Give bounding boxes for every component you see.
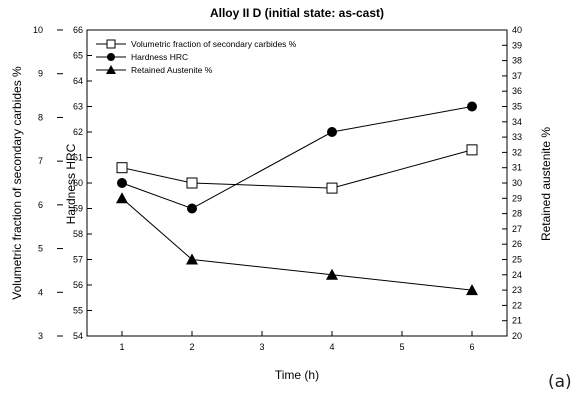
time-axis: 1 2 3 4 5 6 [119, 331, 475, 352]
legend-label: Volumetric fraction of secondary carbide… [131, 39, 297, 49]
austenite-series-line [121, 197, 473, 291]
hardness-tick-label: 64 [73, 76, 83, 86]
carbides-tick-label: 8 [38, 112, 43, 122]
austenite-series [116, 192, 478, 296]
austenite-tick-label: 34 [512, 117, 522, 127]
austenite-tick-label: 35 [512, 102, 522, 112]
austenite-tick-label: 20 [512, 331, 522, 341]
hardness-tick-label: 55 [73, 306, 83, 316]
plot-frame [86, 29, 508, 337]
legend-item-carbides: Volumetric fraction of secondary carbide… [96, 39, 297, 49]
austenite-tick-label: 22 [512, 300, 522, 310]
austenite-tick-label: 30 [512, 178, 522, 188]
austenite-tick-label: 28 [512, 209, 522, 219]
carbides-axis-label: Volumetric fraction of secondary carbide… [10, 66, 24, 300]
carbides-axis: 3 4 5 6 7 8 9 10 [33, 25, 63, 341]
chart-title: Alloy II D (initial state: as-cast) [210, 6, 384, 20]
x-tick-label: 4 [329, 342, 334, 352]
x-tick-label: 6 [469, 342, 474, 352]
austenite-series-point [466, 284, 478, 296]
austenite-series-point [186, 253, 198, 265]
hardness-axis: 54 55 56 57 58 59 60 61 62 63 64 65 66 [73, 25, 92, 341]
legend-marker [106, 39, 116, 49]
carbides-tick-label: 4 [38, 287, 43, 297]
austenite-axis: 20 21 22 23 24 25 26 27 28 29 30 31 32 33 34 35 36 37 38 39… [502, 25, 522, 341]
hardness-tick-label: 57 [73, 255, 83, 265]
austenite-tick-label: 27 [512, 224, 522, 234]
hardness-tick-label: 65 [73, 51, 83, 61]
hardness-series-line [121, 106, 473, 210]
hardness-tick-label: 66 [73, 25, 83, 35]
hardness-tick-label: 60 [73, 178, 83, 188]
hardness-tick-label: 59 [73, 204, 83, 214]
hardness-tick-label: 63 [73, 102, 83, 112]
austenite-tick-label: 21 [512, 316, 522, 326]
austenite-tick-label: 36 [512, 86, 522, 96]
carbides-tick-label: 7 [38, 156, 43, 166]
austenite-tick-label: 37 [512, 71, 522, 81]
carbides-series-point [326, 182, 338, 194]
carbides-tick-label: 9 [38, 69, 43, 79]
hardness-tick-label: 62 [73, 127, 83, 137]
austenite-tick-label: 29 [512, 193, 522, 203]
carbides-tick-label: 5 [38, 244, 43, 254]
austenite-series-point [326, 268, 338, 280]
legend: Volumetric fraction of secondary carbide… [96, 39, 297, 75]
x-tick-label: 3 [259, 342, 264, 352]
hardness-series-point [467, 101, 477, 112]
carbides-series-point [116, 162, 128, 174]
legend-marker [106, 65, 116, 74]
carbides-tick-label: 3 [38, 331, 43, 341]
austenite-tick-label: 39 [512, 40, 522, 50]
austenite-tick-label: 23 [512, 285, 522, 295]
hardness-series-point [187, 203, 197, 214]
austenite-tick-label: 25 [512, 255, 522, 265]
austenite-tick-label: 31 [512, 163, 522, 173]
carbides-tick-label: 10 [33, 25, 43, 35]
hardness-series-point [117, 178, 127, 188]
panel-label: (a) [548, 372, 572, 392]
legend-item-hardness: Hardness HRC [96, 52, 188, 62]
x-tick-label: 2 [189, 342, 194, 352]
hardness-series [117, 101, 477, 214]
austenite-tick-label: 33 [512, 132, 522, 142]
hardness-tick-label: 58 [73, 229, 83, 239]
legend-marker [107, 53, 115, 61]
austenite-tick-label: 26 [512, 239, 522, 249]
austenite-tick-label: 40 [512, 25, 522, 35]
hardness-tick-label: 56 [73, 280, 83, 290]
austenite-axis-label: Retained austenite % [539, 127, 553, 241]
hardness-tick-label: 61 [73, 153, 83, 163]
series-layer [116, 101, 478, 296]
hardness-tick-label: 54 [73, 331, 83, 341]
austenite-series-point [116, 192, 128, 204]
austenite-tick-label: 24 [512, 270, 522, 280]
austenite-tick-label: 32 [512, 147, 522, 157]
carbides-series-line [121, 149, 473, 189]
x-axis-label: Time (h) [275, 368, 319, 382]
carbides-tick-label: 6 [38, 200, 43, 210]
x-tick-label: 5 [399, 342, 404, 352]
carbides-series-point [186, 177, 198, 189]
hardness-axis-label: Hardness HRC [64, 143, 78, 224]
carbides-series-point [466, 144, 478, 156]
carbides-series [116, 144, 478, 194]
hardness-series-point [327, 127, 337, 137]
austenite-tick-label: 38 [512, 56, 522, 66]
x-tick-label: 1 [119, 342, 124, 352]
legend-label: Retained Austenite % [131, 65, 213, 75]
legend-label: Hardness HRC [131, 52, 188, 62]
legend-item-austenite: Retained Austenite % [96, 65, 213, 75]
